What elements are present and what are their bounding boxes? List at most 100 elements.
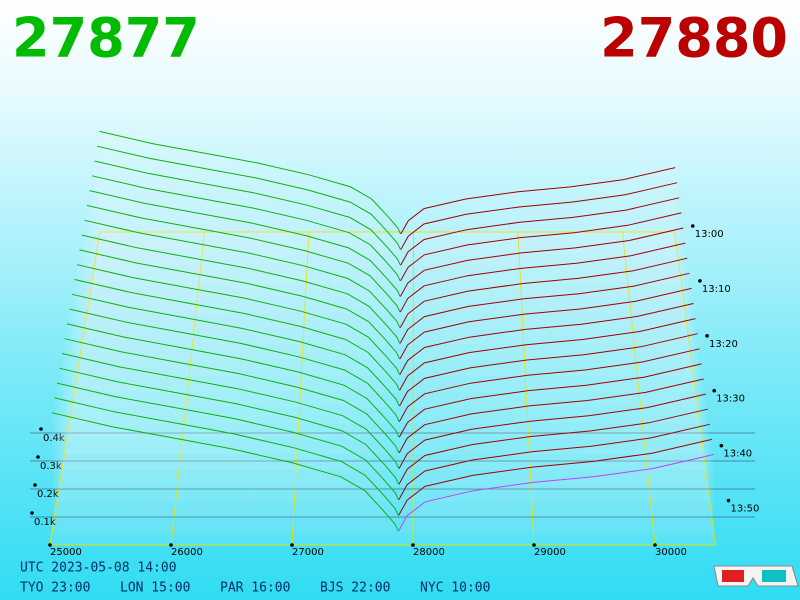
utc-time: UTC 2023-05-08 14:00 <box>20 561 177 576</box>
time-tick <box>705 334 709 338</box>
volume-tick <box>30 511 34 515</box>
depth-line <box>86 205 401 313</box>
depth-fog <box>399 348 700 423</box>
depth-line <box>71 293 400 407</box>
depth-fog <box>74 279 400 392</box>
depth-line <box>66 323 400 438</box>
depth-line <box>99 130 402 235</box>
depth-fog <box>399 318 696 392</box>
depth-fog <box>400 167 676 236</box>
depth-fog <box>398 454 714 533</box>
volume-tick <box>36 455 40 459</box>
depth-fog <box>399 288 692 361</box>
depth-fog <box>399 363 702 439</box>
depth-fog <box>400 243 686 314</box>
depth-line <box>398 423 710 501</box>
depth-fog <box>64 338 399 455</box>
depth-line <box>398 454 715 532</box>
price-tick-label: 27000 <box>292 547 324 558</box>
time-tick <box>690 224 695 228</box>
depth-line <box>398 363 702 438</box>
depth-fog <box>62 353 399 470</box>
depth-fog <box>72 294 400 408</box>
price-tick <box>290 543 294 547</box>
time-tick-label: 13:10 <box>702 284 731 295</box>
time-tick <box>698 279 702 283</box>
depth-fog <box>399 333 698 408</box>
price-tick <box>653 543 657 547</box>
volume-tick-label: 0.1k <box>34 517 56 528</box>
depth-fog <box>59 368 399 486</box>
depth-line <box>64 338 400 454</box>
depth-fog <box>399 394 706 470</box>
depth-fog <box>69 309 400 423</box>
depth-line <box>399 272 690 344</box>
depth-line <box>94 160 401 266</box>
price-tick-label: 28000 <box>413 547 445 558</box>
depth-fog <box>67 323 399 439</box>
price-tick <box>169 543 173 547</box>
depth-line <box>89 190 401 297</box>
depth-fog <box>398 424 710 502</box>
city-clock: NYC 10:00 <box>420 581 490 596</box>
price-tick-label: 29000 <box>534 547 566 558</box>
depth-line <box>398 408 708 485</box>
depth-line <box>399 318 696 391</box>
depth-line <box>398 393 706 469</box>
depth-line <box>398 378 704 454</box>
depth-fog <box>398 409 708 486</box>
depth-line <box>76 264 400 375</box>
depth-fog <box>400 228 684 298</box>
depth-line <box>84 219 401 329</box>
price-tick-label: 30000 <box>655 547 687 558</box>
depth-fog <box>400 273 690 345</box>
depth-line <box>399 257 688 329</box>
volume-tick <box>33 483 37 487</box>
depth-fog <box>400 182 678 251</box>
price-grid-line <box>622 231 656 546</box>
time-tick <box>712 388 716 393</box>
time-tick-label: 13:30 <box>716 394 745 405</box>
depth-line <box>69 308 400 422</box>
depth-line <box>59 367 400 485</box>
plot: 25000 26000 27000 28000 29000 30000 0.1k 0.2k 0.… <box>30 130 759 558</box>
depth-line <box>96 145 401 250</box>
time-tick-label: 13:00 <box>695 229 724 240</box>
price-grid-line <box>412 231 414 546</box>
depth-line <box>400 167 676 235</box>
time-tick-label: 13:40 <box>723 449 752 460</box>
volume-tick <box>39 427 43 431</box>
depth-fog <box>399 379 704 455</box>
depth-line <box>61 353 400 469</box>
depth-line <box>51 412 399 532</box>
depth-line <box>79 249 401 360</box>
volume-tick-label: 0.3k <box>40 461 62 472</box>
depth-line <box>398 438 712 516</box>
clocks: TYO 23:00 LON 15:00 PAR 16:00 BJS 22:00 NYC … <box>20 581 490 596</box>
depth-fog <box>94 161 401 267</box>
city-clock: BJS 22:00 <box>320 581 390 596</box>
volume-tick-label: 0.2k <box>37 489 59 500</box>
depth-line <box>399 303 694 375</box>
time-tick-label: 13:50 <box>730 504 759 515</box>
city-clock: LON 15:00 <box>120 581 190 596</box>
depth-fog <box>52 412 399 533</box>
bid-price: 27877 <box>12 7 200 70</box>
lens-cyan <box>762 570 786 582</box>
depth-fog <box>77 264 400 376</box>
depth-line <box>91 175 401 282</box>
depth-line <box>400 197 680 266</box>
depth-fog <box>57 383 399 502</box>
city-clock: TYO 23:00 <box>20 581 90 596</box>
depth-fog <box>400 197 680 267</box>
depth-fog <box>79 249 400 361</box>
ask-price: 27880 <box>600 7 788 70</box>
price-tick-label: 26000 <box>171 547 203 558</box>
depth-fog <box>400 258 688 330</box>
3d-glasses-icon <box>713 565 799 587</box>
price-tick <box>411 543 415 547</box>
depth-fog <box>399 303 694 376</box>
price-grid-line <box>170 231 205 546</box>
